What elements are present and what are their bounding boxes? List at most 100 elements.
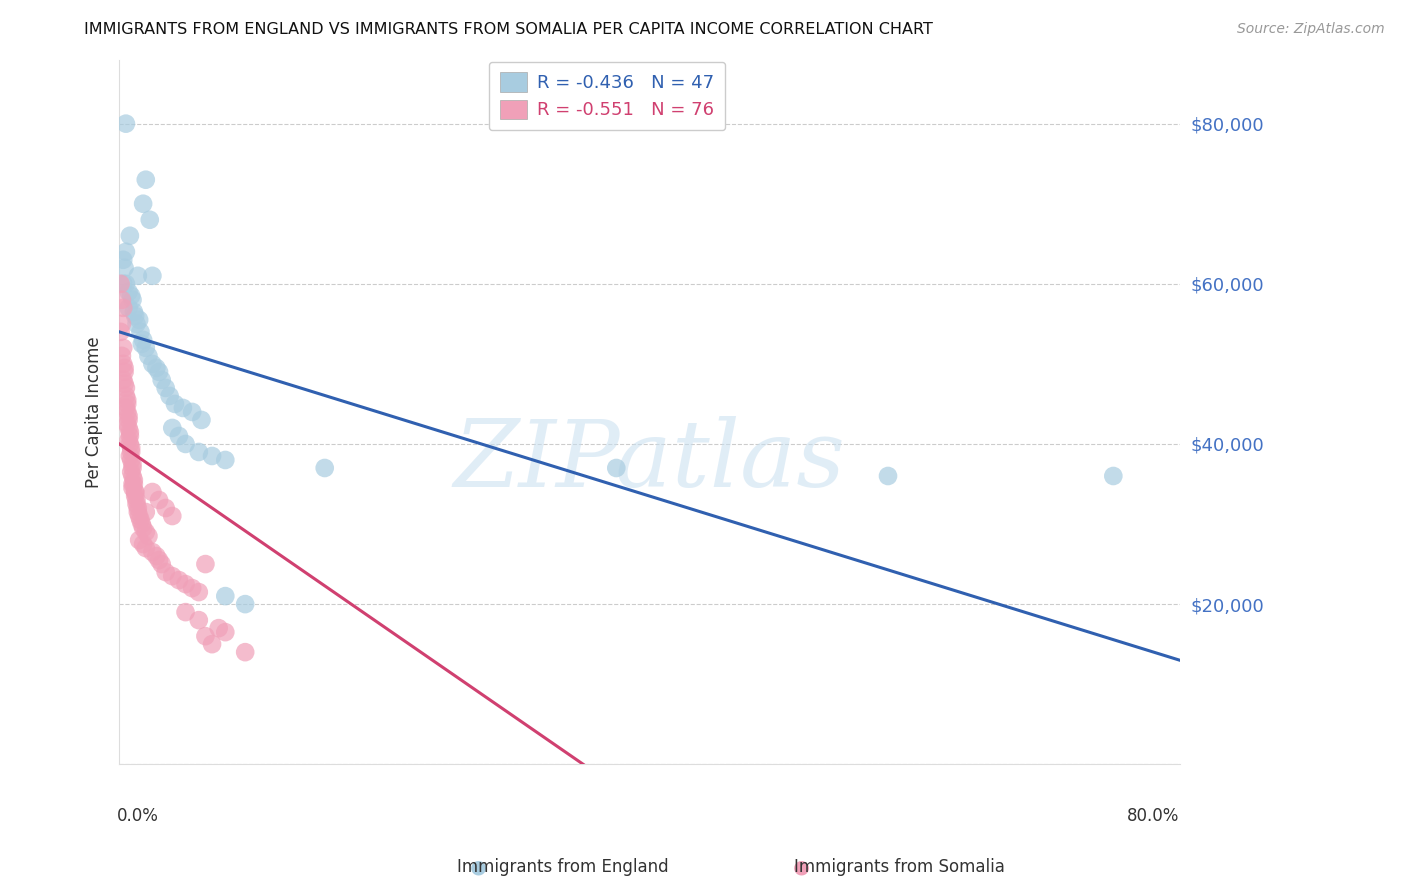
Point — [162, 569, 184, 583]
Text: IMMIGRANTS FROM ENGLAND VS IMMIGRANTS FROM SOMALIA PER CAPITA INCOME CORRELATION: IMMIGRANTS FROM ENGLAND VS IMMIGRANTS FR… — [84, 22, 934, 37]
Point — [155, 501, 177, 516]
Point — [141, 485, 163, 500]
Point — [125, 493, 148, 508]
Point — [233, 597, 256, 611]
Point — [121, 461, 143, 475]
Point — [194, 629, 217, 643]
Point — [174, 577, 197, 591]
Point — [208, 621, 231, 635]
Point — [117, 433, 139, 447]
Point — [115, 397, 138, 411]
Point — [121, 469, 143, 483]
Point — [148, 553, 170, 567]
Point — [124, 489, 146, 503]
Point — [162, 421, 184, 435]
Point — [120, 453, 142, 467]
Point — [605, 461, 627, 475]
Point — [118, 449, 141, 463]
Text: 80.0%: 80.0% — [1128, 806, 1180, 824]
Point — [132, 333, 155, 347]
Point — [135, 524, 157, 539]
Point — [112, 277, 135, 291]
Point — [120, 441, 142, 455]
Text: 0.0%: 0.0% — [117, 806, 159, 824]
Point — [121, 293, 143, 307]
Point — [118, 437, 141, 451]
Point — [194, 557, 217, 571]
Point — [121, 477, 143, 491]
Text: Immigrants from England: Immigrants from England — [457, 858, 668, 876]
Point — [135, 172, 157, 186]
Point — [115, 401, 138, 415]
Point — [314, 461, 336, 475]
Point — [135, 505, 157, 519]
Point — [115, 389, 138, 403]
Point — [159, 389, 181, 403]
Point — [141, 545, 163, 559]
Point — [201, 449, 224, 463]
Point — [110, 325, 132, 339]
Point — [124, 485, 146, 500]
Point — [115, 417, 138, 431]
Point — [115, 381, 138, 395]
Point — [111, 317, 134, 331]
Point — [112, 341, 135, 355]
Point — [135, 541, 157, 555]
Point — [138, 529, 160, 543]
Point — [150, 557, 173, 571]
Point — [115, 117, 138, 131]
Point — [214, 453, 236, 467]
Point — [122, 305, 145, 319]
Point — [128, 313, 150, 327]
Point — [167, 429, 190, 443]
Point — [132, 196, 155, 211]
Point — [118, 228, 141, 243]
Point — [141, 357, 163, 371]
Point — [187, 613, 209, 627]
Point — [114, 360, 136, 375]
Point — [112, 252, 135, 267]
Y-axis label: Per Capita Income: Per Capita Income — [86, 336, 103, 488]
Legend: R = -0.436   N = 47, R = -0.551   N = 76: R = -0.436 N = 47, R = -0.551 N = 76 — [489, 62, 725, 130]
Point — [115, 244, 138, 259]
Point — [120, 289, 142, 303]
Point — [145, 360, 167, 375]
Point — [122, 477, 145, 491]
Point — [115, 277, 138, 291]
Point — [118, 429, 141, 443]
Point — [121, 457, 143, 471]
Point — [117, 409, 139, 423]
Point — [148, 365, 170, 379]
Point — [155, 565, 177, 579]
Point — [124, 309, 146, 323]
Point — [124, 485, 146, 500]
Point — [172, 401, 194, 415]
Text: ●: ● — [470, 857, 486, 877]
Point — [112, 357, 135, 371]
Point — [121, 481, 143, 495]
Point — [214, 625, 236, 640]
Point — [122, 473, 145, 487]
Point — [190, 413, 212, 427]
Point — [127, 268, 149, 283]
Point — [128, 509, 150, 524]
Point — [181, 405, 204, 419]
Point — [114, 365, 136, 379]
Point — [174, 437, 197, 451]
Point — [877, 469, 900, 483]
Point — [129, 513, 152, 527]
Point — [138, 349, 160, 363]
Point — [128, 533, 150, 547]
Point — [129, 325, 152, 339]
Point — [117, 285, 139, 299]
Point — [135, 341, 157, 355]
Point — [111, 349, 134, 363]
Point — [120, 445, 142, 459]
Text: ●: ● — [793, 857, 810, 877]
Text: Immigrants from Somalia: Immigrants from Somalia — [794, 858, 1005, 876]
Point — [125, 497, 148, 511]
Point — [148, 493, 170, 508]
Point — [112, 301, 135, 315]
Text: ZIPatlas: ZIPatlas — [454, 417, 845, 507]
Point — [117, 413, 139, 427]
